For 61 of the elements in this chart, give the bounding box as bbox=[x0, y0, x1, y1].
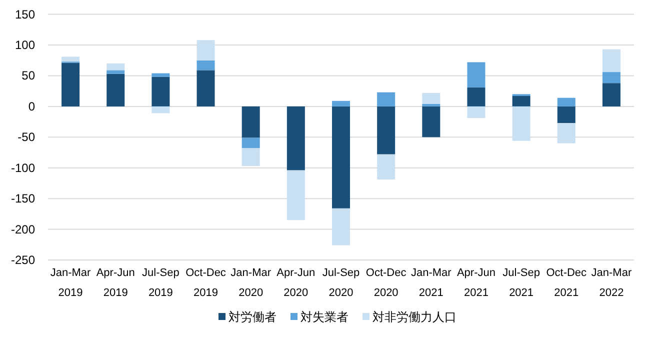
bar bbox=[557, 98, 576, 106]
bar bbox=[196, 70, 215, 106]
x-tick-label: Apr-Jun 2020 bbox=[276, 267, 316, 299]
x-tick-label: Jan-Mar 2019 bbox=[50, 267, 92, 299]
y-tick-label: 0 bbox=[28, 99, 36, 114]
bar bbox=[106, 70, 125, 74]
x-tick-label: Jan-Mar 2020 bbox=[230, 267, 272, 299]
bar bbox=[467, 62, 486, 88]
x-tick-label: Jul-Sep 2019 bbox=[142, 267, 180, 299]
bar bbox=[557, 106, 576, 124]
bar bbox=[196, 40, 215, 60]
bar bbox=[557, 123, 576, 144]
bar bbox=[286, 170, 305, 220]
bar bbox=[512, 106, 530, 141]
x-tick-label: Oct-Dec 2020 bbox=[366, 267, 407, 299]
bar bbox=[467, 106, 486, 118]
x-tick-label: Jul-Sep 2020 bbox=[322, 267, 360, 299]
bar bbox=[512, 96, 530, 106]
bar bbox=[377, 106, 396, 154]
bar bbox=[422, 106, 440, 138]
bar bbox=[332, 208, 350, 246]
x-tick-label: Jul-Sep 2021 bbox=[502, 267, 540, 299]
bar bbox=[242, 106, 260, 138]
legend-label: 対非労働力人口 bbox=[372, 310, 456, 324]
legend-label: 対失業者 bbox=[300, 310, 348, 324]
x-tick-label: Apr-Jun 2019 bbox=[96, 267, 135, 299]
x-tick-label: Jan-Mar 2022 bbox=[591, 267, 632, 299]
y-tick-label: -150 bbox=[10, 192, 36, 206]
y-tick-label: 100 bbox=[14, 38, 36, 52]
y-tick-label: 150 bbox=[14, 7, 36, 22]
bar bbox=[152, 73, 170, 77]
bar bbox=[467, 87, 486, 106]
bar bbox=[152, 76, 170, 106]
bar bbox=[422, 104, 440, 106]
bar bbox=[602, 72, 620, 84]
y-tick-label: -100 bbox=[10, 160, 36, 175]
y-tick-label: 50 bbox=[22, 68, 36, 83]
x-tick-label: Jan-Mar 2021 bbox=[410, 267, 452, 299]
y-tick-label: -50 bbox=[18, 130, 36, 144]
bar bbox=[377, 154, 396, 180]
bar bbox=[106, 63, 125, 70]
bar bbox=[286, 106, 305, 170]
bar bbox=[602, 49, 620, 72]
x-tick-label: Oct-Dec 2019 bbox=[186, 267, 226, 299]
bar bbox=[62, 56, 80, 62]
bar bbox=[62, 62, 80, 106]
bar bbox=[242, 148, 260, 166]
x-tick-label: Apr-Jun 2021 bbox=[456, 267, 496, 299]
bar bbox=[196, 60, 215, 70]
bar bbox=[332, 100, 350, 106]
bar bbox=[602, 83, 620, 106]
bar bbox=[106, 74, 125, 106]
bar bbox=[332, 106, 350, 208]
legend-label: 対労働者 bbox=[228, 310, 276, 324]
y-tick-label: -200 bbox=[10, 222, 36, 236]
bar bbox=[377, 92, 396, 106]
bar bbox=[422, 92, 440, 104]
x-tick-label: Oct-Dec 2021 bbox=[546, 267, 588, 299]
y-tick-label: -250 bbox=[10, 253, 36, 267]
bar bbox=[152, 106, 170, 114]
bar bbox=[242, 138, 260, 148]
